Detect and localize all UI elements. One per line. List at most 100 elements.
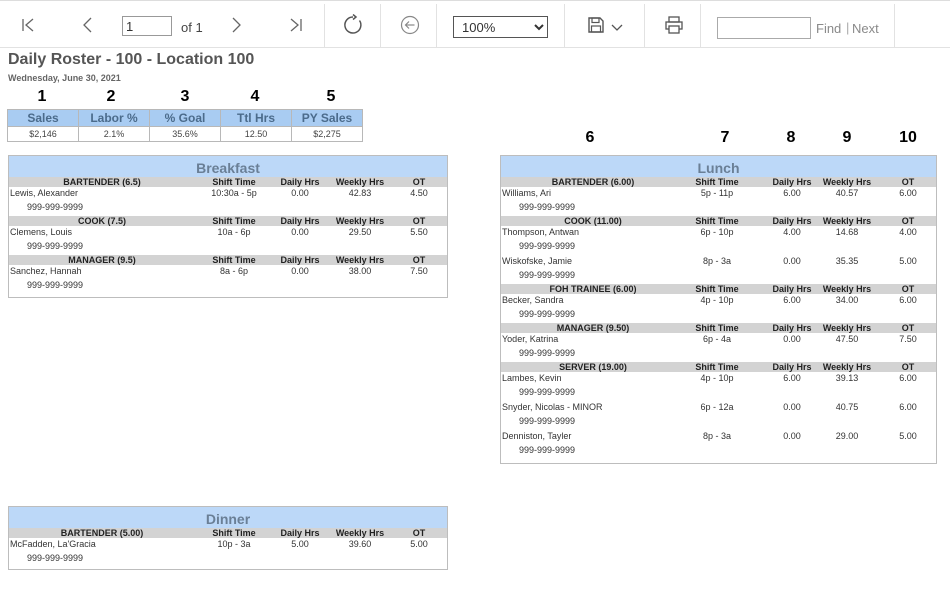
weekly-hrs: 38.00 bbox=[348, 266, 372, 276]
summary-value: 12.50 bbox=[220, 126, 292, 142]
employee-name: McFadden, La'Gracia bbox=[10, 539, 96, 549]
daily-hrs: 4.00 bbox=[783, 227, 801, 237]
employee-row: Lambes, Kevin 999-999-9999 4p - 10p 6.00 39.… bbox=[501, 372, 936, 401]
ot-header: OT bbox=[901, 216, 915, 226]
column-number: 9 bbox=[842, 129, 852, 146]
chevron-down-icon bbox=[611, 24, 623, 31]
ot-hrs: 5.00 bbox=[410, 539, 428, 549]
role-label: MANAGER (9.50) bbox=[556, 323, 630, 333]
employee-phone: 999-999-9999 bbox=[27, 553, 84, 563]
next-page-button[interactable] bbox=[222, 1, 250, 49]
weekly-hrs: 34.00 bbox=[835, 295, 859, 305]
daily-hrs: 6.00 bbox=[783, 373, 801, 383]
ot-header: OT bbox=[412, 216, 426, 226]
summary-value: $2,275 bbox=[291, 126, 363, 142]
toolbar-divider bbox=[700, 4, 701, 48]
role-header-row: FOH TRAINEE (6.00) Shift Time Daily Hrs Wee… bbox=[501, 284, 936, 294]
ot-hrs: 7.50 bbox=[899, 334, 917, 344]
shift-time: 4p - 10p bbox=[700, 373, 734, 383]
employee-name: Clemens, Louis bbox=[10, 227, 73, 237]
daily-hrs-header: Daily Hrs bbox=[280, 216, 320, 226]
employee-name: Lambes, Kevin bbox=[502, 373, 562, 383]
shift-time-header: Shift Time bbox=[212, 177, 256, 187]
employee-phone: 999-999-9999 bbox=[519, 445, 576, 455]
role-label: SERVER (19.00) bbox=[559, 362, 627, 372]
weekly-hrs: 40.57 bbox=[835, 188, 859, 198]
shift-time: 8p - 3a bbox=[702, 431, 732, 441]
column-number: 7 bbox=[720, 129, 730, 146]
daily-hrs: 6.00 bbox=[783, 295, 801, 305]
shift-time-header: Shift Time bbox=[695, 284, 739, 294]
weekly-hrs-header: Weekly Hrs bbox=[335, 528, 385, 538]
employee-phone: 999-999-9999 bbox=[27, 241, 84, 251]
role-label: COOK (7.5) bbox=[77, 216, 127, 226]
page-number-input[interactable] bbox=[122, 16, 172, 36]
ot-hrs: 5.00 bbox=[899, 431, 917, 441]
employee-row: Thompson, Antwan 999-999-9999 6p - 10p 4.00… bbox=[501, 226, 936, 255]
export-button[interactable] bbox=[582, 1, 628, 49]
first-page-button[interactable] bbox=[14, 1, 42, 49]
shift-time-header: Shift Time bbox=[212, 528, 256, 538]
previous-page-button[interactable] bbox=[74, 1, 102, 49]
summary-header: Sales bbox=[7, 109, 79, 127]
chevron-left-icon bbox=[83, 17, 92, 33]
back-to-parent-button[interactable] bbox=[396, 1, 424, 49]
summary-value: 35.6% bbox=[149, 126, 221, 142]
employee-phone: 999-999-9999 bbox=[519, 348, 576, 358]
column-number: 3 bbox=[180, 88, 190, 105]
column-number: 8 bbox=[786, 129, 796, 146]
employee-phone: 999-999-9999 bbox=[27, 280, 84, 290]
toolbar-divider bbox=[564, 4, 565, 48]
daily-hrs-header: Daily Hrs bbox=[772, 323, 812, 333]
weekly-hrs-header: Weekly Hrs bbox=[822, 284, 872, 294]
weekly-hrs: 29.00 bbox=[835, 431, 859, 441]
weekly-hrs: 47.50 bbox=[835, 334, 859, 344]
role-header-row: SERVER (19.00) Shift Time Daily Hrs Weekly … bbox=[501, 362, 936, 372]
find-link[interactable]: Find bbox=[816, 21, 842, 36]
weekly-hrs-header: Weekly Hrs bbox=[335, 216, 385, 226]
zoom-select[interactable]: 100% bbox=[453, 16, 548, 38]
employee-name: Yoder, Katrina bbox=[502, 334, 559, 344]
daily-hrs-header: Daily Hrs bbox=[280, 255, 320, 265]
find-next-link[interactable]: Next bbox=[852, 21, 879, 36]
employee-row: Sanchez, Hannah 999-999-9999 8a - 6p 0.00 38… bbox=[9, 265, 447, 294]
find-input[interactable] bbox=[717, 17, 811, 39]
employee-phone: 999-999-9999 bbox=[519, 202, 576, 212]
refresh-button[interactable] bbox=[338, 1, 368, 49]
summary-table: Sales Labor % % Goal Ttl Hrs PY Sales $2… bbox=[7, 109, 363, 142]
role-label: BARTENDER (6.5) bbox=[63, 177, 141, 187]
summary-header: PY Sales bbox=[291, 109, 363, 127]
last-page-icon bbox=[290, 18, 302, 32]
employee-row: Becker, Sandra 999-999-9999 4p - 10p 6.00 34… bbox=[501, 294, 936, 323]
weekly-hrs-header: Weekly Hrs bbox=[822, 216, 872, 226]
column-number: 2 bbox=[106, 88, 116, 105]
role-label: MANAGER (9.5) bbox=[68, 255, 136, 265]
role-header-row: COOK (7.5) Shift Time Daily Hrs Weekly Hrs O… bbox=[9, 216, 447, 226]
report-viewer-toolbar: of 1 100% Find | Next bbox=[0, 0, 950, 48]
ot-hrs: 6.00 bbox=[899, 188, 917, 198]
find-separator: | bbox=[846, 20, 850, 35]
ot-hrs: 6.00 bbox=[899, 402, 917, 412]
weekly-hrs-header: Weekly Hrs bbox=[335, 177, 385, 187]
summary-header: Labor % bbox=[78, 109, 150, 127]
role-label: BARTENDER (6.00) bbox=[551, 177, 635, 187]
back-arrow-circle-icon bbox=[400, 15, 420, 35]
page-count-label: of 1 bbox=[181, 20, 203, 35]
ot-header: OT bbox=[901, 284, 915, 294]
daily-hrs-header: Daily Hrs bbox=[772, 216, 812, 226]
refresh-icon bbox=[344, 14, 362, 34]
daily-hrs: 0.00 bbox=[783, 431, 801, 441]
employee-phone: 999-999-9999 bbox=[519, 387, 576, 397]
breakfast-section: Breakfast BARTENDER (6.5) Shift Time Daily … bbox=[8, 155, 448, 298]
report-title: Daily Roster - 100 - Location 100 bbox=[8, 51, 255, 68]
shift-time-header: Shift Time bbox=[695, 362, 739, 372]
role-header-row: BARTENDER (6.5) Shift Time Daily Hrs Weekly… bbox=[9, 177, 447, 187]
column-number: 10 bbox=[899, 129, 917, 146]
daily-hrs: 0.00 bbox=[291, 227, 309, 237]
print-button[interactable] bbox=[660, 1, 688, 49]
column-number: 1 bbox=[37, 88, 47, 105]
employee-phone: 999-999-9999 bbox=[519, 416, 576, 426]
weekly-hrs-header: Weekly Hrs bbox=[822, 362, 872, 372]
ot-hrs: 4.00 bbox=[899, 227, 917, 237]
last-page-button[interactable] bbox=[282, 1, 310, 49]
